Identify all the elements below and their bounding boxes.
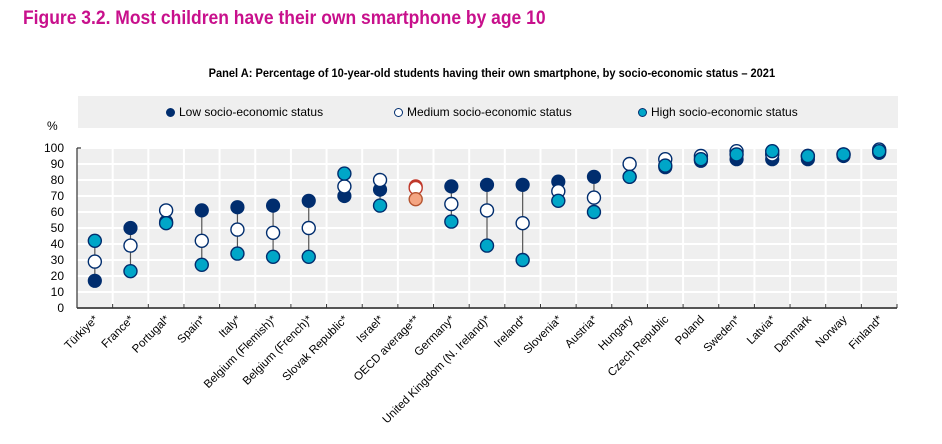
point-medium	[586, 190, 602, 205]
x-category-label: Slovenia*	[522, 313, 565, 356]
point-low	[586, 169, 602, 184]
point-high	[337, 166, 352, 181]
y-tick-label: 30	[51, 253, 65, 267]
point-medium	[194, 233, 209, 249]
point-medium	[301, 220, 316, 236]
point-medium	[372, 172, 388, 188]
point-medium	[444, 196, 459, 212]
y-tick-label: 90	[51, 157, 65, 171]
point-low	[515, 177, 530, 192]
y-tick-label: 80	[51, 173, 65, 187]
x-category-label: Italy*	[217, 313, 244, 340]
point-medium	[230, 222, 245, 237]
x-category-label: Denmark	[773, 313, 815, 355]
legend-item-low: Low socio-economic status	[166, 105, 323, 119]
point-medium	[337, 179, 352, 194]
x-category-label: Sweden*	[702, 313, 743, 354]
legend-marker-medium-icon	[394, 107, 403, 117]
point-high	[158, 215, 174, 231]
y-tick-label: 50	[51, 221, 65, 235]
point-high	[586, 204, 602, 220]
y-axis-unit-label: %	[47, 119, 58, 133]
point-high	[230, 246, 245, 261]
point-high	[87, 233, 103, 249]
x-category-label: Israel*	[355, 313, 387, 345]
point-medium	[87, 254, 103, 269]
point-low	[123, 220, 138, 236]
figure-title: Figure 3.2. Most children have their own…	[23, 8, 546, 29]
point-low	[479, 177, 495, 192]
point-high	[836, 147, 851, 162]
point-high	[408, 191, 423, 207]
point-high	[729, 147, 744, 162]
x-category-label: Finland*	[847, 313, 886, 352]
point-high	[800, 148, 816, 164]
x-category-label: Austria*	[563, 313, 600, 350]
point-high	[479, 238, 495, 253]
point-medium	[158, 203, 174, 218]
x-category-label: OECD average**	[352, 313, 422, 383]
point-high	[693, 151, 709, 167]
point-medium	[515, 215, 530, 231]
x-category-label: Latvia*	[745, 313, 779, 347]
point-high	[123, 264, 138, 279]
point-high	[622, 169, 637, 185]
point-low	[301, 193, 316, 208]
point-high	[444, 214, 459, 229]
point-high	[658, 158, 673, 173]
legend-label-high: High socio-economic status	[651, 105, 798, 119]
chart-title-text: Panel A: Percentage of 10-year-old stude…	[208, 66, 776, 80]
y-tick-label: 70	[51, 189, 65, 203]
point-high	[265, 249, 281, 264]
point-high	[515, 252, 530, 268]
point-high	[871, 143, 887, 159]
legend-label-medium: Medium socio-economic status	[407, 105, 572, 119]
y-tick-label: 60	[51, 205, 65, 219]
legend-item-medium: Medium socio-economic status	[394, 105, 572, 119]
point-medium	[123, 238, 138, 253]
legend: Low socio-economic status Medium socio-e…	[78, 96, 898, 128]
y-tick-label: 40	[51, 237, 65, 251]
point-low	[265, 198, 281, 213]
y-tick-label: 10	[51, 285, 65, 299]
point-high	[194, 257, 209, 272]
point-low	[444, 179, 459, 194]
x-category-label: Norway	[814, 313, 850, 349]
point-high	[551, 193, 566, 209]
x-category-label: Czech Republic	[606, 313, 672, 379]
point-low	[230, 200, 245, 215]
legend-marker-high-icon	[638, 107, 647, 117]
point-medium	[265, 225, 281, 241]
x-category-label: Türkiye*	[63, 313, 102, 352]
legend-item-high: High socio-economic status	[638, 105, 798, 119]
point-low	[87, 273, 102, 288]
y-tick-label: 100	[44, 141, 64, 155]
point-high	[301, 249, 316, 264]
point-high	[372, 198, 388, 213]
legend-label-low: Low socio-economic status	[179, 105, 324, 119]
chart-title: Panel A: Percentage of 10-year-old stude…	[0, 66, 942, 80]
x-category-label: Portugal*	[130, 313, 172, 355]
point-low	[194, 203, 209, 218]
point-high	[765, 143, 780, 159]
y-tick-label: 20	[51, 269, 65, 283]
point-medium	[622, 156, 637, 172]
point-medium	[479, 203, 495, 218]
x-category-label: Poland	[673, 314, 707, 348]
y-tick-label: 0	[57, 301, 64, 315]
x-category-label: Slovak Republic*	[281, 313, 351, 383]
legend-marker-low-icon	[166, 107, 175, 117]
x-category-label: Spain*	[175, 313, 208, 346]
